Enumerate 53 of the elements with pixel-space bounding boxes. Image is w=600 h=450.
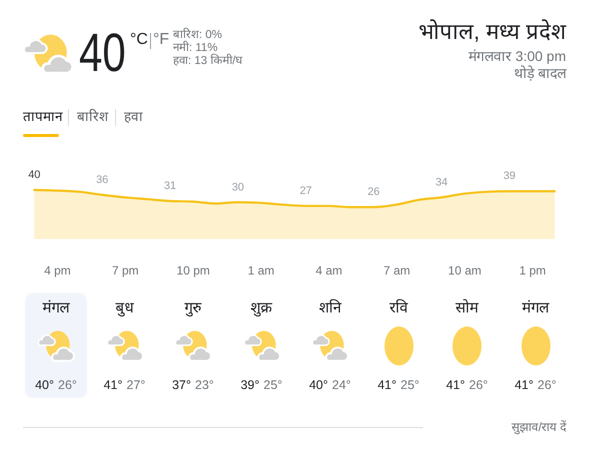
- category-label: रवि: [390, 300, 408, 316]
- data-label: 27: [300, 184, 312, 197]
- category-label: शनि: [319, 300, 341, 316]
- x-tick-label: 4 pm: [44, 264, 71, 278]
- data-label: 34: [435, 176, 448, 188]
- text: मंगलवार 3:00 pm: [468, 48, 566, 64]
- data-label: 36: [96, 174, 108, 186]
- text: °C: [130, 31, 148, 48]
- text: तापमान: [23, 109, 63, 124]
- text: 25°: [264, 378, 282, 392]
- text: 24°: [332, 378, 351, 392]
- text: 26°: [58, 378, 77, 392]
- text: हवा: 13 किमी/घ: [173, 55, 243, 68]
- x-tick-label: 1 am: [248, 264, 274, 278]
- category-label: बुध: [116, 300, 134, 316]
- x-tick-label: 7 pm: [112, 264, 139, 278]
- data-label: 30: [232, 181, 244, 194]
- text: 41°: [378, 378, 396, 392]
- text: 25°: [400, 378, 420, 392]
- text: बारिश: [77, 109, 108, 124]
- text: 23°: [195, 378, 214, 392]
- data-label: 39: [503, 170, 516, 182]
- text: नमी: 11%: [173, 42, 218, 54]
- text: 40: [79, 23, 126, 83]
- text: 41°: [514, 378, 534, 392]
- text: 41°: [104, 378, 122, 392]
- text: हवा: [124, 109, 143, 124]
- x-tick-label: 10 pm: [176, 264, 210, 278]
- text: 37°: [172, 378, 191, 392]
- text: सुझाव/राय दें: [511, 420, 566, 434]
- text: बारिश: 0%: [173, 29, 222, 41]
- text: थोड़े बादल: [514, 65, 566, 81]
- text: 41°: [446, 378, 465, 392]
- data-label: 31: [164, 180, 176, 192]
- text: भोपाल, मध्य प्रदेश: [418, 19, 566, 44]
- x-tick-label: 7 am: [383, 264, 410, 278]
- category-label: सोम: [456, 300, 478, 316]
- text: 40°: [35, 378, 54, 392]
- text: 26°: [538, 378, 556, 392]
- text: 39°: [240, 378, 260, 392]
- category-label: मंगल: [522, 300, 549, 316]
- text: 27°: [126, 378, 146, 392]
- text: °F: [153, 31, 170, 48]
- x-tick-label: 1 pm: [519, 264, 546, 278]
- data-label: 26: [368, 186, 380, 198]
- category-label: शुक्र: [250, 300, 272, 316]
- category-label: मंगल: [42, 300, 70, 316]
- category-label: गुरु: [184, 300, 202, 316]
- data-label: 40: [28, 169, 40, 181]
- text: 40°: [309, 378, 328, 392]
- x-tick-label: 4 am: [316, 264, 342, 278]
- text: 26°: [469, 378, 488, 392]
- x-tick-label: 10 am: [448, 264, 482, 278]
